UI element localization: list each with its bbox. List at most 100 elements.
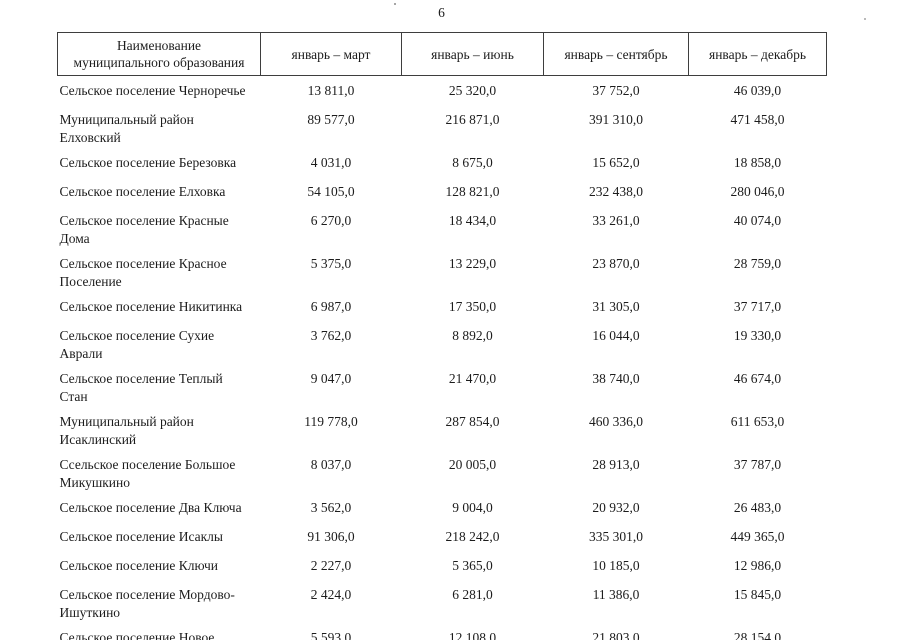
- table-row: Сельское поселение Ключи 2 227,0 5 365,0 10…: [58, 551, 827, 580]
- period-value: 15 845,0: [733, 586, 782, 602]
- period-value: 9 004,0: [452, 499, 493, 515]
- table-row: Сельское поселение Мордово-Ишуткино 2 424…: [58, 580, 827, 623]
- period-value: 460 336,0: [589, 413, 643, 429]
- table-row: Сельское поселение Елховка 54 105,0 128 82…: [58, 177, 827, 206]
- table-row: Сельское поселение Сухие Аврали 3 762,0 8 …: [58, 321, 827, 364]
- period-value: 26 483,0: [733, 499, 782, 515]
- period-value: 37 787,0: [733, 456, 782, 472]
- col-header-jan-jun: январь – июнь: [401, 32, 544, 76]
- municipality-name: Сельское поселение Никитинка: [59, 298, 243, 314]
- table-row: Сельское поселение Теплый Стан 9 047,0 21 …: [58, 364, 827, 407]
- period-value: 19 330,0: [733, 327, 782, 343]
- table-row: Муниципальный район Елховский 89 577,0 216…: [58, 105, 827, 148]
- period-value: 23 870,0: [592, 255, 640, 271]
- col-header-jan-sep: январь – сентябрь: [543, 32, 689, 76]
- period-value: 216 871,0: [445, 111, 500, 127]
- period-value: 46 674,0: [733, 370, 782, 386]
- table-body: Сельское поселение Черноречье 13 811,0 25 …: [58, 76, 827, 640]
- municipality-name: Сельское поселение Исаклы: [59, 528, 223, 544]
- period-value: 6 987,0: [310, 298, 352, 314]
- period-value: 37 717,0: [733, 298, 782, 314]
- scan-speck: [864, 18, 866, 20]
- period-value: 471 458,0: [730, 111, 785, 127]
- period-value: 9 047,0: [310, 370, 352, 386]
- period-value: 232 438,0: [589, 183, 643, 199]
- table-row: Сельское поселение Черноречье 13 811,0 25 …: [58, 76, 827, 105]
- table-row: Сельское поселение Новое Ганькино 5 593,0…: [58, 623, 827, 640]
- period-value: 5 375,0: [310, 255, 352, 271]
- scan-speck: [394, 3, 396, 5]
- period-value: 391 310,0: [589, 111, 643, 127]
- period-value: 2 424,0: [310, 586, 352, 602]
- period-value: 28 759,0: [733, 255, 782, 271]
- period-value: 6 281,0: [452, 586, 493, 602]
- municipality-name: Сельское поселение Красные Дома: [59, 212, 229, 246]
- col-header-jan-dec: январь – декабрь: [688, 32, 827, 76]
- period-value: 12 108,0: [448, 629, 497, 640]
- period-value: 10 185,0: [592, 557, 640, 573]
- period-value: 15 652,0: [592, 154, 640, 170]
- table-row: Сельское поселение Исаклы 91 306,0 218 242…: [58, 522, 827, 551]
- period-value: 46 039,0: [733, 83, 782, 98]
- table-row: Ссельское поселение Большое Микушкино 8 0…: [58, 450, 827, 493]
- period-value: 13 811,0: [307, 83, 355, 98]
- table-header: Наименование муниципального образования …: [57, 32, 827, 76]
- period-value: 8 037,0: [310, 456, 352, 472]
- table-row: Сельское поселение Никитинка 6 987,0 17 35…: [58, 292, 827, 321]
- table-row: Сельское поселение Березовка 4 031,0 8 675…: [58, 148, 827, 177]
- period-value: 287 854,0: [445, 413, 500, 429]
- period-value: 3 762,0: [310, 327, 352, 343]
- period-value: 8 892,0: [452, 327, 493, 343]
- period-value: 5 365,0: [452, 557, 493, 573]
- table-row: Муниципальный район Исаклинский 119 778,0…: [58, 407, 827, 450]
- municipality-name: Муниципальный район Исаклинский: [59, 413, 194, 447]
- period-value: 33 261,0: [592, 212, 640, 228]
- municipality-name: Сельское поселение Березовка: [59, 154, 237, 170]
- table-row: Сельское поселение Красное Поселение 5 37…: [58, 249, 827, 292]
- municipality-name: Сельское поселение Теплый Стан: [59, 370, 223, 404]
- col-header-jan-mar: январь – март: [260, 32, 402, 76]
- municipal-budget-table: Наименование муниципального образования …: [57, 32, 827, 640]
- period-value: 11 386,0: [592, 586, 640, 602]
- period-value: 13 229,0: [448, 255, 497, 271]
- table-row: Сельское поселение Два Ключа 3 562,0 9 004…: [58, 493, 827, 522]
- period-value: 3 562,0: [310, 499, 352, 515]
- period-value: 8 675,0: [452, 154, 493, 170]
- period-value: 128 821,0: [445, 183, 500, 199]
- scan-speck: [597, 597, 599, 599]
- period-value: 31 305,0: [592, 298, 640, 314]
- municipality-name: Сельское поселение Черноречье: [59, 83, 246, 98]
- period-value: 16 044,0: [592, 327, 640, 343]
- period-value: 20 005,0: [448, 456, 497, 472]
- municipality-name: Сельское поселение Новое Ганькино: [59, 629, 215, 640]
- period-value: 4 031,0: [310, 154, 352, 170]
- period-value: 91 306,0: [307, 528, 355, 544]
- header-row: Наименование муниципального образования …: [57, 32, 827, 76]
- municipality-name: Муниципальный район Елховский: [59, 111, 194, 145]
- municipality-name: Сельское поселение Елховка: [59, 183, 226, 199]
- period-value: 280 046,0: [730, 183, 785, 199]
- col-header-municipality: Наименование муниципального образования: [57, 32, 261, 76]
- period-value: 28 913,0: [592, 456, 640, 472]
- period-value: 54 105,0: [307, 183, 355, 199]
- table-row: Сельское поселение Красные Дома 6 270,0 18…: [58, 206, 827, 249]
- period-value: 21 470,0: [448, 370, 497, 386]
- period-value: 5 593,0: [310, 629, 352, 640]
- period-value: 611 653,0: [730, 413, 785, 429]
- scan-speck: [311, 596, 313, 598]
- period-value: 38 740,0: [592, 370, 640, 386]
- period-value: 40 074,0: [733, 212, 782, 228]
- municipality-name: Сельское поселение Ключи: [59, 557, 219, 573]
- period-value: 17 350,0: [448, 298, 497, 314]
- municipality-name: Сельское поселение Сухие Аврали: [59, 327, 215, 361]
- period-value: 20 932,0: [592, 499, 640, 515]
- municipality-name: Ссельское поселение Большое Микушкино: [59, 456, 236, 490]
- period-value: 21 803,0: [592, 629, 640, 640]
- period-value: 119 778,0: [304, 413, 358, 429]
- period-value: 37 752,0: [592, 83, 640, 98]
- period-value: 18 434,0: [448, 212, 497, 228]
- page-number: 6: [438, 5, 445, 20]
- period-value: 89 577,0: [307, 111, 355, 127]
- period-value: 449 365,0: [730, 528, 785, 544]
